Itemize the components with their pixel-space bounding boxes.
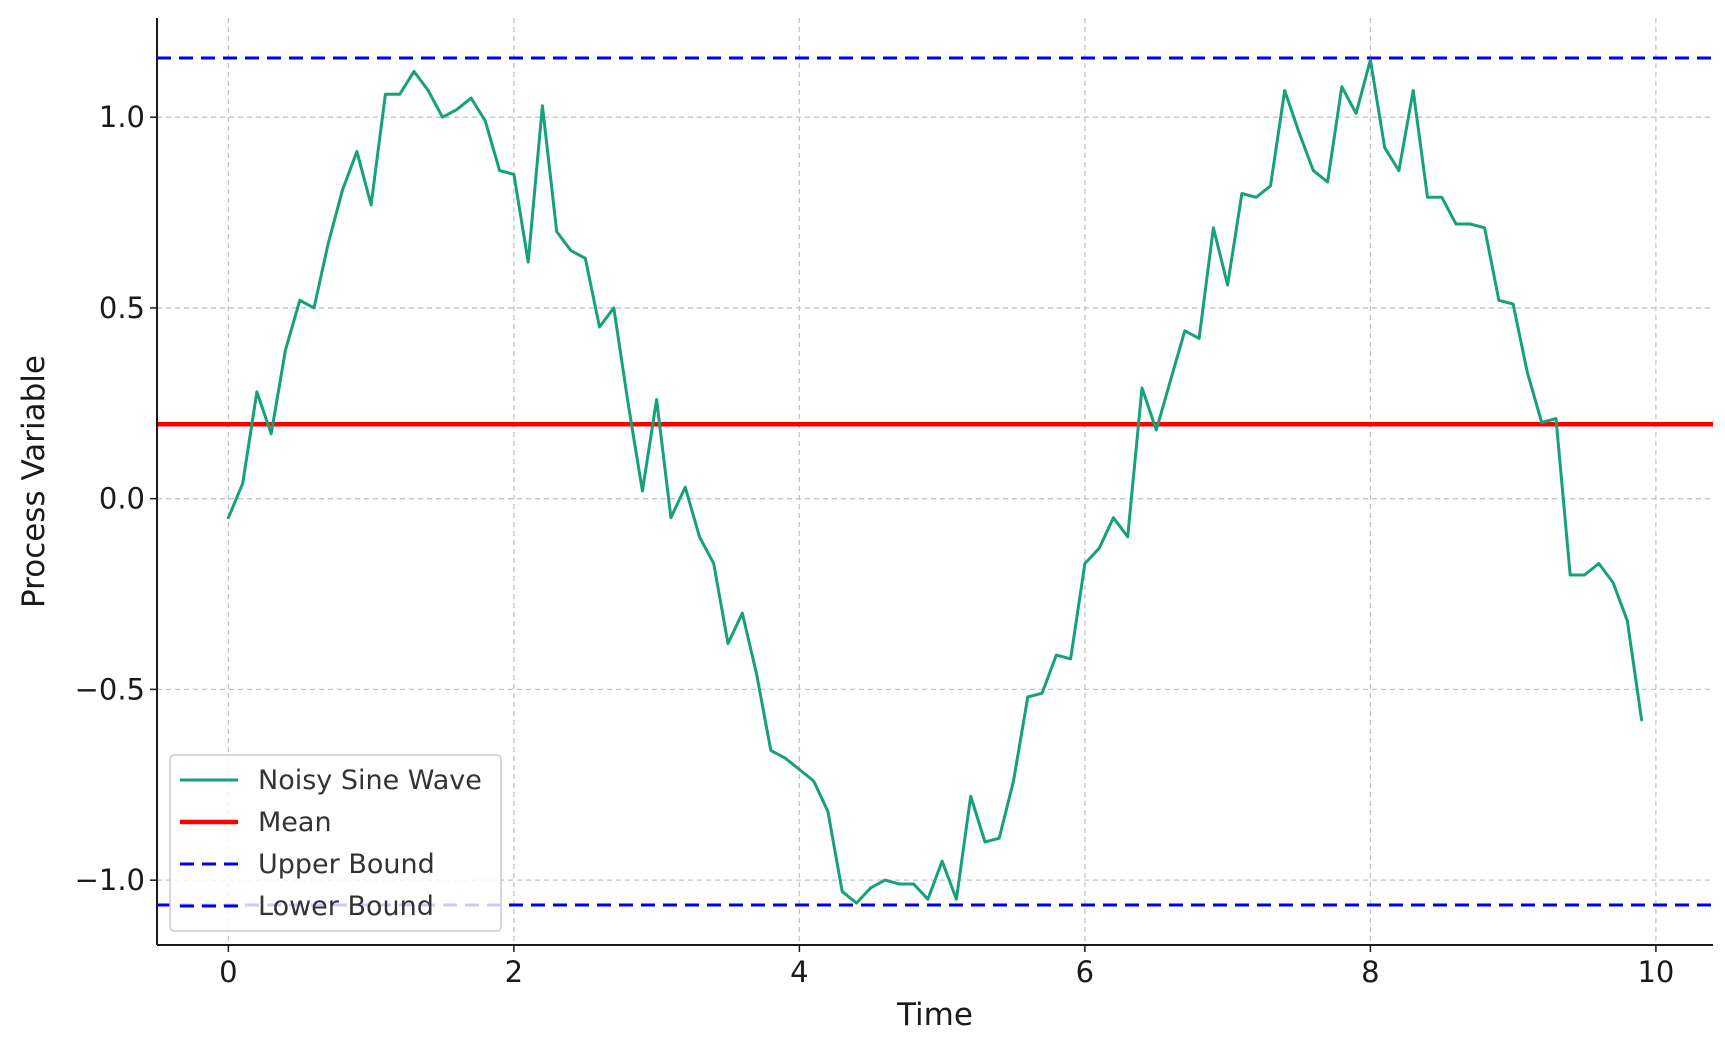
y-tick-label: −0.5 xyxy=(75,672,145,706)
x-tick-label: 2 xyxy=(505,955,523,989)
x-tick-label: 0 xyxy=(219,955,237,989)
y-tick-label: 0.5 xyxy=(99,291,145,325)
reference-lines xyxy=(157,56,1713,907)
y-tick-label: 0.0 xyxy=(99,482,145,516)
legend-label: Upper Bound xyxy=(258,849,435,880)
legend-box xyxy=(169,754,502,932)
axes xyxy=(150,18,1713,952)
grid-lines xyxy=(157,18,1713,945)
x-tick-label: 10 xyxy=(1637,955,1674,989)
legend: Noisy Sine Wave Mean Upper Bound Lower Boun… xyxy=(169,754,502,932)
x-tick-label: 6 xyxy=(1076,955,1094,989)
legend-label: Mean xyxy=(258,807,332,838)
legend-label: Noisy Sine Wave xyxy=(258,765,482,796)
y-tick-label: −1.0 xyxy=(75,863,145,897)
x-axis-label: Time xyxy=(896,997,973,1033)
x-tick-label: 4 xyxy=(790,955,808,989)
y-axis-label: Process Variable xyxy=(16,355,52,608)
series-lines xyxy=(226,58,1644,905)
legend-label: Lower Bound xyxy=(258,891,434,922)
noisy-sine-wave-line xyxy=(226,58,1644,905)
x-tick-label: 8 xyxy=(1361,955,1379,989)
tick-labels: 0 2 4 6 8 10 −1.0 −0.5 0.0 0.5 1.0 xyxy=(75,100,1675,989)
y-tick-label: 1.0 xyxy=(99,100,145,134)
